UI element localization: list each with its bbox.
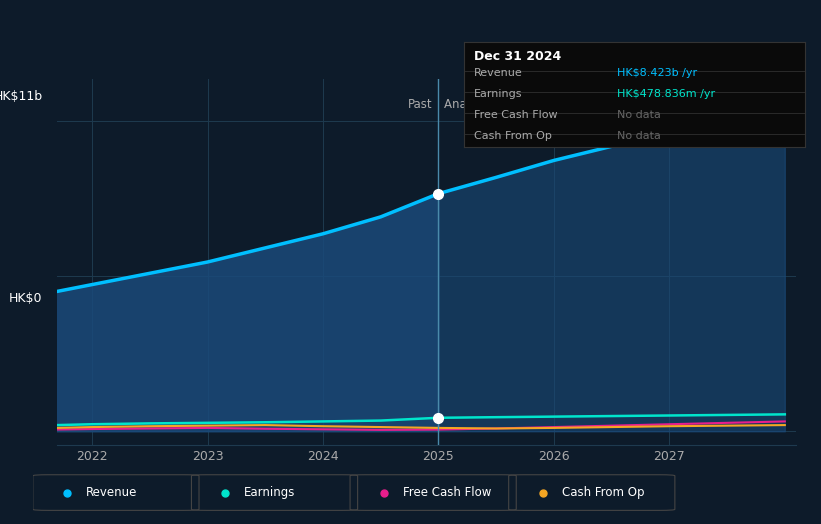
Text: Revenue: Revenue [474, 68, 523, 78]
Text: HK$0: HK$0 [9, 292, 43, 305]
Text: HK$11b: HK$11b [0, 90, 43, 103]
Text: Free Cash Flow: Free Cash Flow [474, 110, 557, 120]
Text: Cash From Op: Cash From Op [562, 486, 644, 499]
Text: No data: No data [617, 110, 661, 120]
Text: Dec 31 2024: Dec 31 2024 [474, 50, 562, 63]
Text: Earnings: Earnings [245, 486, 296, 499]
Text: Past: Past [408, 99, 433, 112]
Text: Cash From Op: Cash From Op [474, 131, 552, 141]
Text: Earnings: Earnings [474, 89, 523, 99]
Text: HK$478.836m /yr: HK$478.836m /yr [617, 89, 715, 99]
Text: HK$8.423b /yr: HK$8.423b /yr [617, 68, 697, 78]
Text: No data: No data [617, 131, 661, 141]
Text: Revenue: Revenue [85, 486, 137, 499]
Text: Analysts Forecasts: Analysts Forecasts [444, 99, 554, 112]
Text: Free Cash Flow: Free Cash Flow [403, 486, 491, 499]
